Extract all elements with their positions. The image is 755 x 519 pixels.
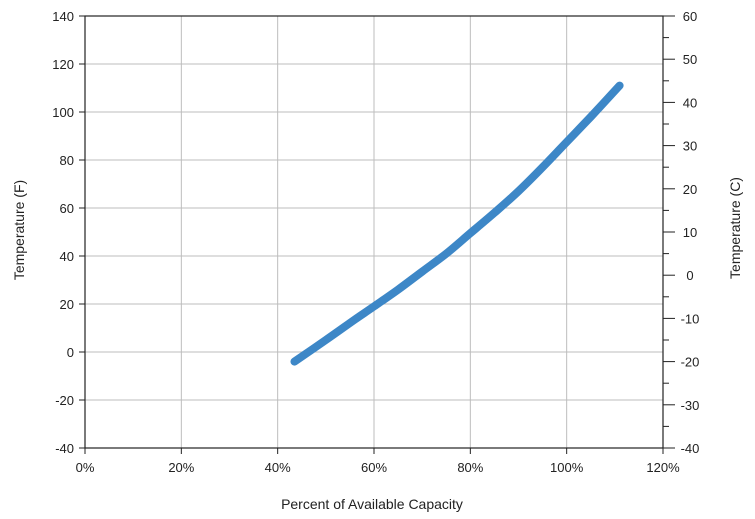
grid [84, 15, 664, 449]
series-line [290, 81, 624, 366]
y-tick-label: 140 [52, 9, 74, 24]
right-y-tick-label: 30 [683, 139, 697, 154]
left-axis: 140 120 100 80 60 40 20 0 -20 -40 [52, 9, 85, 456]
right-axis-title: Temperature (C) [727, 177, 743, 279]
x-tick-label: 80% [457, 460, 483, 475]
y-tick-label: 40 [60, 249, 74, 264]
x-axis: 0% 20% 40% 60% 80% 100% 120% [76, 448, 680, 475]
y-tick-label: 20 [60, 297, 74, 312]
right-y-tick-label: -40 [681, 441, 700, 456]
right-y-tick-label: -20 [681, 355, 700, 370]
y-tick-label: 80 [60, 153, 74, 168]
right-y-tick-label: 50 [683, 52, 697, 67]
right-y-tick-label: -30 [681, 398, 700, 413]
right-y-tick-label: 20 [683, 182, 697, 197]
y-tick-label: -40 [55, 441, 74, 456]
y-tick-label: -20 [55, 393, 74, 408]
right-y-tick-label: 0 [686, 268, 693, 283]
x-tick-label: 20% [168, 460, 194, 475]
y-tick-label: 120 [52, 57, 74, 72]
right-y-tick-label: 40 [683, 95, 697, 110]
series-layer [290, 81, 624, 366]
right-y-tick-label: 10 [683, 225, 697, 240]
x-tick-label: 120% [646, 460, 680, 475]
x-tick-label: 40% [265, 460, 291, 475]
y-tick-label: 60 [60, 201, 74, 216]
x-axis-title: Percent of Available Capacity [281, 496, 463, 512]
x-tick-label: 100% [550, 460, 584, 475]
right-axis: 60 50 40 30 20 10 0 -10 -20 -30 -40 [663, 9, 699, 456]
y-tick-label: 0 [67, 345, 74, 360]
x-tick-label: 60% [361, 460, 387, 475]
left-axis-title: Temperature (F) [11, 180, 27, 280]
y-tick-label: 100 [52, 105, 74, 120]
right-y-tick-label: -10 [681, 311, 700, 326]
right-y-tick-label: 60 [683, 9, 697, 24]
x-tick-label: 0% [76, 460, 95, 475]
